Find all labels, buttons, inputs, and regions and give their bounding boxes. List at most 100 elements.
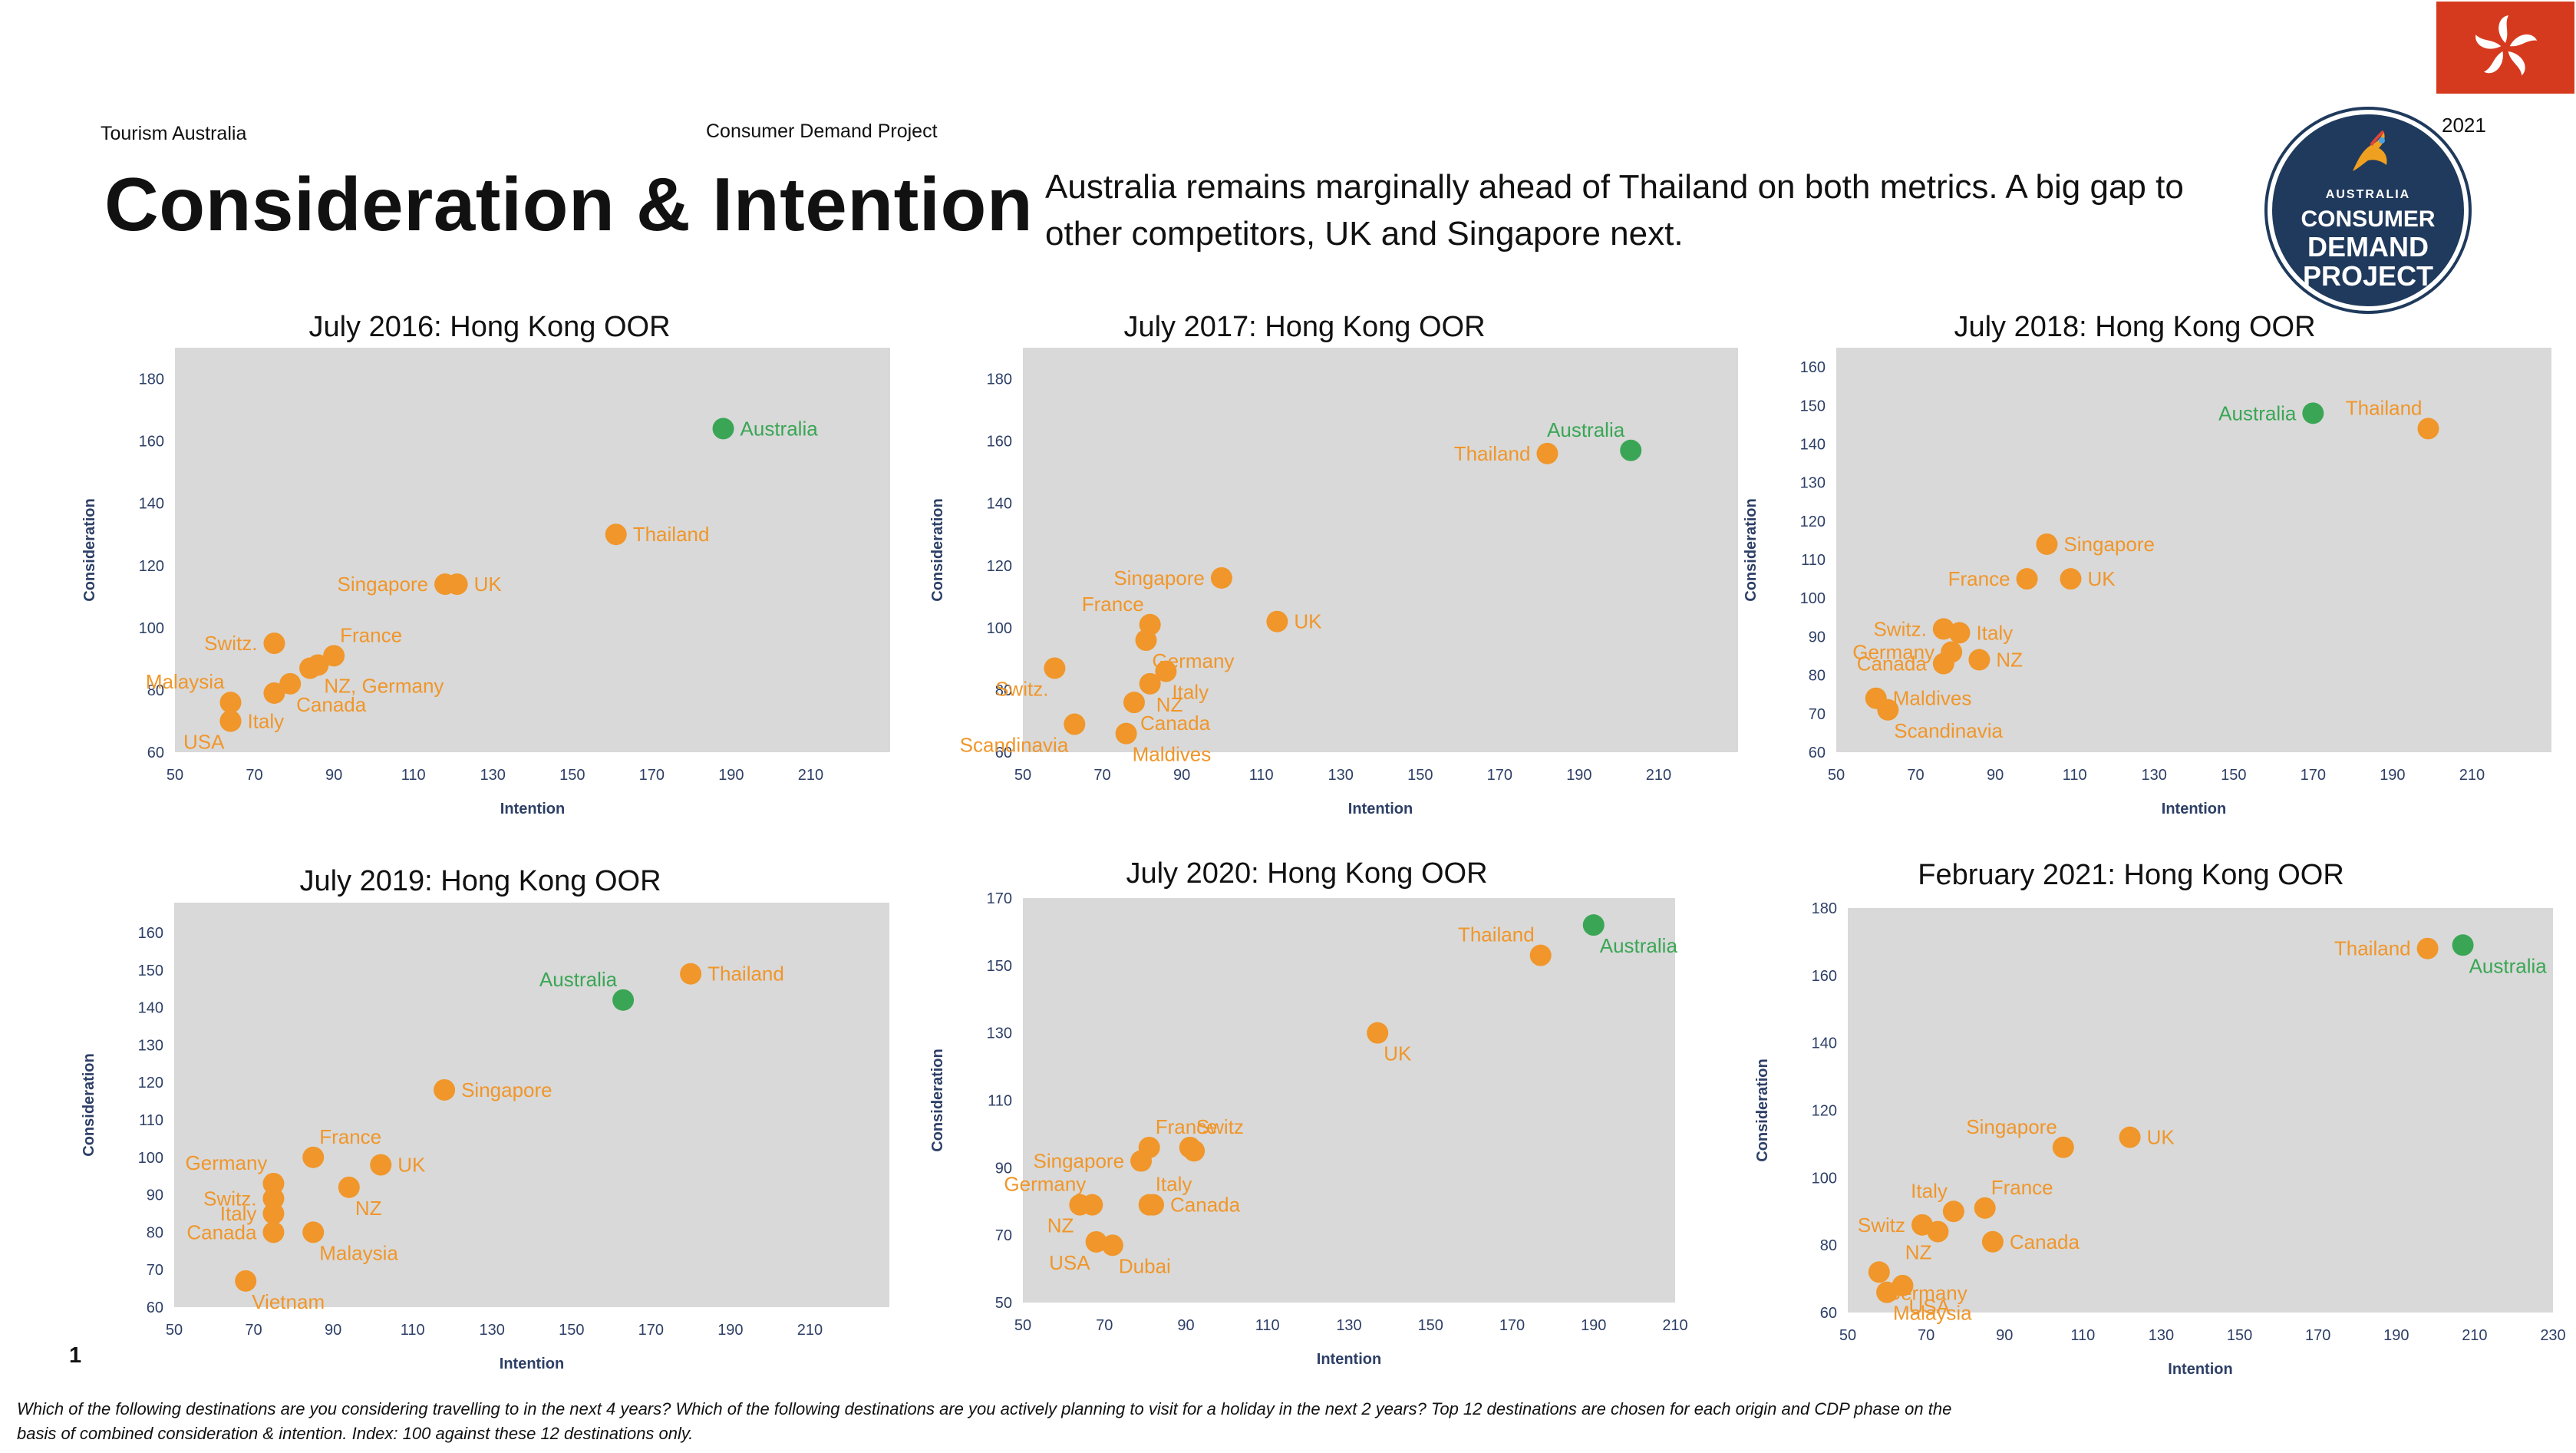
y-tick-label: 90 — [147, 1187, 163, 1204]
scatter-chart-5: July 2020: Hong Kong OOR 50 70 90 110 130 150 1… — [929, 857, 1688, 1368]
data-point-nz — [1968, 649, 1991, 671]
data-point-switz — [263, 632, 285, 655]
point-label: Vietnam — [252, 1290, 325, 1313]
y-tick-label: 110 — [988, 1093, 1012, 1110]
x-tick-label: 90 — [325, 767, 342, 784]
point-label: Canada — [186, 1220, 257, 1243]
data-point-uk — [1367, 1022, 1389, 1044]
y-tick-label: 140 — [138, 1000, 163, 1017]
x-tick-label: 190 — [2380, 767, 2405, 784]
point-label: Singapore — [1113, 566, 1205, 589]
data-point-canada — [1932, 652, 1954, 675]
x-tick-label: 170 — [2305, 1327, 2330, 1344]
point-label: UK — [397, 1154, 426, 1177]
point-label: Thailand — [1454, 442, 1531, 465]
point-label: NZ — [1996, 649, 2023, 672]
data-point-malaysia — [302, 1221, 325, 1243]
data-point-scandinavia — [1877, 698, 1899, 721]
y-tick-label: 140 — [1812, 1035, 1837, 1052]
data-point — [1183, 1140, 1206, 1162]
data-point-thailand — [1536, 442, 1558, 464]
y-tick-label: 120 — [1812, 1103, 1837, 1120]
x-tick-label: 210 — [2459, 767, 2485, 784]
y-tick-label: 60 — [147, 745, 164, 761]
badge-line-4: PROJECT — [2302, 260, 2434, 292]
x-tick-label: 130 — [2149, 1327, 2174, 1344]
y-tick-label: 110 — [1801, 552, 1826, 569]
y-tick-label: 140 — [139, 496, 164, 513]
data-point-dubai — [1101, 1234, 1123, 1257]
x-tick-label: 110 — [1255, 1317, 1280, 1334]
data-point-france — [2016, 568, 2038, 590]
y-axis-label: Consideration — [929, 1048, 946, 1151]
data-point-thailand — [1529, 944, 1552, 966]
y-tick-label: 130 — [987, 1025, 1012, 1042]
x-tick-label: 170 — [638, 1322, 664, 1339]
data-point-germany — [262, 1172, 285, 1194]
point-label: France — [1948, 567, 2010, 590]
data-point-nz — [1927, 1220, 1949, 1243]
y-tick-label: 100 — [1800, 590, 1826, 607]
x-tick-label: 90 — [1996, 1327, 2013, 1344]
plot-area — [1023, 348, 1738, 752]
x-axis-label: Intention — [500, 801, 565, 817]
data-point-scandinavia — [1064, 713, 1086, 735]
point-label: Singapore — [2063, 533, 2155, 556]
y-tick-label: 90 — [1809, 629, 1826, 646]
x-tick-label: 90 — [1177, 1317, 1194, 1334]
scatter-chart-1: July 2016: Hong Kong OOR 50 70 90 110 130 150 1… — [81, 311, 890, 817]
y-tick-label: 180 — [987, 372, 1012, 388]
point-label: Australia — [2469, 954, 2548, 977]
y-tick-label: 80 — [1809, 668, 1826, 685]
x-tick-label: 50 — [1839, 1327, 1856, 1344]
y-tick-label: 160 — [138, 925, 163, 942]
data-point-france — [323, 645, 345, 667]
data-point-singapore — [1210, 566, 1232, 589]
x-tick-label: 150 — [1418, 1317, 1443, 1334]
data-point-australia — [712, 418, 734, 440]
point-label: USA — [1908, 1295, 1950, 1318]
point-label: Switz. — [995, 678, 1048, 701]
y-axis-label: Consideration — [1743, 498, 1760, 601]
point-label: Thailand — [707, 963, 784, 986]
y-tick-label: 170 — [987, 890, 1012, 907]
point-label: Singapore — [1034, 1150, 1125, 1173]
data-point-nz — [1069, 1194, 1091, 1216]
y-tick-label: 180 — [139, 372, 164, 388]
y-tick-label: 100 — [1812, 1170, 1837, 1187]
chart-title: February 2021: Hong Kong OOR — [1918, 859, 2344, 891]
y-tick-label: 160 — [1812, 968, 1837, 985]
data-point-malaysia — [219, 692, 242, 714]
point-label: Canada — [2010, 1230, 2080, 1253]
point-label: Singapore — [461, 1078, 552, 1101]
x-tick-label: 110 — [401, 1322, 425, 1339]
data-point-uk — [2060, 568, 2082, 590]
x-axis-label: Intention — [2168, 1361, 2232, 1378]
y-tick-label: 50 — [995, 1295, 1012, 1312]
x-tick-label: 170 — [639, 767, 665, 784]
x-tick-label: 110 — [2070, 1327, 2095, 1344]
x-tick-label: 150 — [2227, 1327, 2252, 1344]
x-tick-label: 90 — [1987, 767, 2004, 784]
y-tick-label: 150 — [138, 963, 163, 979]
project-name: Consumer Demand Project — [706, 121, 938, 142]
point-label: Australia — [539, 968, 618, 991]
data-point-australia — [2452, 934, 2474, 956]
data-point-nz — [338, 1176, 360, 1198]
x-tick-label: 130 — [480, 1322, 505, 1339]
x-tick-label: 70 — [1096, 1317, 1113, 1334]
data-point-singapore — [434, 1078, 456, 1101]
footnote-line-1: Which of the following destinations are … — [17, 1399, 1952, 1418]
data-point-germany — [1135, 629, 1157, 652]
x-axis-label: Intention — [2162, 801, 2226, 817]
data-point-switz — [1044, 657, 1066, 679]
point-label: Germany — [186, 1151, 268, 1174]
data-point-uk — [1266, 610, 1288, 632]
x-axis-label: Intention — [500, 1356, 564, 1372]
x-tick-label: 110 — [1249, 767, 1274, 784]
x-tick-label: 210 — [2462, 1327, 2487, 1344]
x-tick-label: 70 — [246, 767, 262, 784]
point-label: USA — [1049, 1251, 1090, 1274]
y-tick-label: 150 — [987, 958, 1012, 975]
